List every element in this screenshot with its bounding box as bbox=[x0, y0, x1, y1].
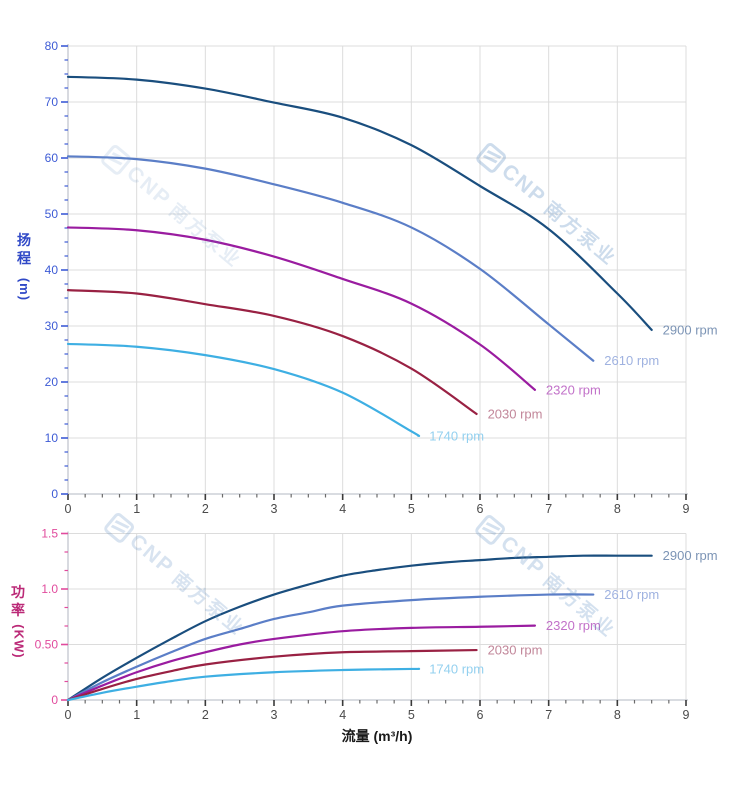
head-y-tick-label: 80 bbox=[45, 39, 59, 53]
label-head-2610rpm: 2610 rpm bbox=[604, 353, 659, 368]
head-axis-unit: (m) bbox=[17, 278, 33, 302]
head-x-tick-label: 7 bbox=[545, 502, 552, 516]
curve-power-2320rpm bbox=[66, 624, 537, 702]
head-y-tick-label: 0 bbox=[51, 487, 58, 501]
power-axis-title: 功 率 (KW) bbox=[6, 583, 30, 659]
head-axis-title: 扬 程 (m) bbox=[12, 231, 36, 302]
label-power-2320rpm: 2320 rpm bbox=[546, 618, 601, 633]
head-y-tick-label: 50 bbox=[45, 207, 59, 221]
power-x-tick-label: 3 bbox=[271, 708, 278, 722]
head-x-tick-label: 4 bbox=[339, 502, 346, 516]
label-power-1740rpm: 1740 rpm bbox=[429, 661, 484, 676]
power-y-tick-label: 1.0 bbox=[41, 582, 58, 596]
curve-power-1740rpm bbox=[66, 667, 421, 702]
curve-power-2610rpm bbox=[66, 593, 595, 702]
head-x-tick-label: 3 bbox=[271, 502, 278, 516]
label-head-2030rpm: 2030 rpm bbox=[488, 406, 543, 421]
head-x-tick-label: 2 bbox=[202, 502, 209, 516]
power-axis-title-char: 功 bbox=[11, 584, 25, 600]
curve-head-2900rpm bbox=[66, 75, 653, 332]
label-power-2030rpm: 2030 rpm bbox=[488, 643, 543, 658]
head-y-tick-label: 20 bbox=[45, 375, 59, 389]
power-x-tick-label: 5 bbox=[408, 708, 415, 722]
head-y-tick-label: 60 bbox=[45, 151, 59, 165]
label-head-2320rpm: 2320 rpm bbox=[546, 382, 601, 397]
head-x-tick-label: 1 bbox=[133, 502, 140, 516]
power-x-tick-label: 1 bbox=[133, 708, 140, 722]
curve-head-1740rpm bbox=[66, 342, 421, 438]
power-x-tick-label: 9 bbox=[683, 708, 690, 722]
power-axis-title-char: 率 bbox=[11, 602, 25, 619]
head-x-tick-label: 0 bbox=[65, 502, 72, 516]
head-x-tick-label: 5 bbox=[408, 502, 415, 516]
power-x-tick-label: 7 bbox=[545, 708, 552, 722]
head-x-tick-label: 9 bbox=[683, 502, 690, 516]
head-x-tick-label: 8 bbox=[614, 502, 621, 516]
curve-head-2320rpm bbox=[66, 226, 537, 391]
curve-head-2610rpm bbox=[66, 155, 595, 362]
power-y-tick-label: 0 bbox=[51, 693, 58, 707]
head-y-tick-label: 10 bbox=[45, 431, 59, 445]
power-y-tick-label: 1.5 bbox=[41, 527, 58, 541]
power-axis-unit: (KW) bbox=[11, 624, 27, 659]
head-x-tick-label: 6 bbox=[477, 502, 484, 516]
power-x-tick-label: 6 bbox=[477, 708, 484, 722]
label-power-2610rpm: 2610 rpm bbox=[604, 587, 659, 602]
head-y-tick-label: 40 bbox=[45, 263, 59, 277]
label-power-2900rpm: 2900 rpm bbox=[663, 548, 718, 563]
power-y-tick-label: 0.50 bbox=[35, 638, 59, 652]
curve-power-2030rpm bbox=[66, 648, 478, 702]
head-axis-title-char: 程 bbox=[17, 250, 31, 267]
power-x-tick-label: 0 bbox=[65, 708, 72, 722]
head-y-tick-label: 70 bbox=[45, 95, 59, 109]
power-x-tick-label: 4 bbox=[339, 708, 346, 722]
flow-axis-title: 流量 (m³/h) bbox=[341, 728, 413, 744]
label-head-2900rpm: 2900 rpm bbox=[663, 322, 718, 337]
head-y-tick-label: 30 bbox=[45, 319, 59, 333]
head-axis-title-char: 扬 bbox=[17, 232, 31, 248]
curve-power-2900rpm bbox=[66, 554, 653, 702]
power-x-tick-label: 8 bbox=[614, 708, 621, 722]
label-head-1740rpm: 1740 rpm bbox=[429, 428, 484, 443]
curve-head-2030rpm bbox=[66, 289, 478, 416]
power-x-tick-label: 2 bbox=[202, 708, 209, 722]
